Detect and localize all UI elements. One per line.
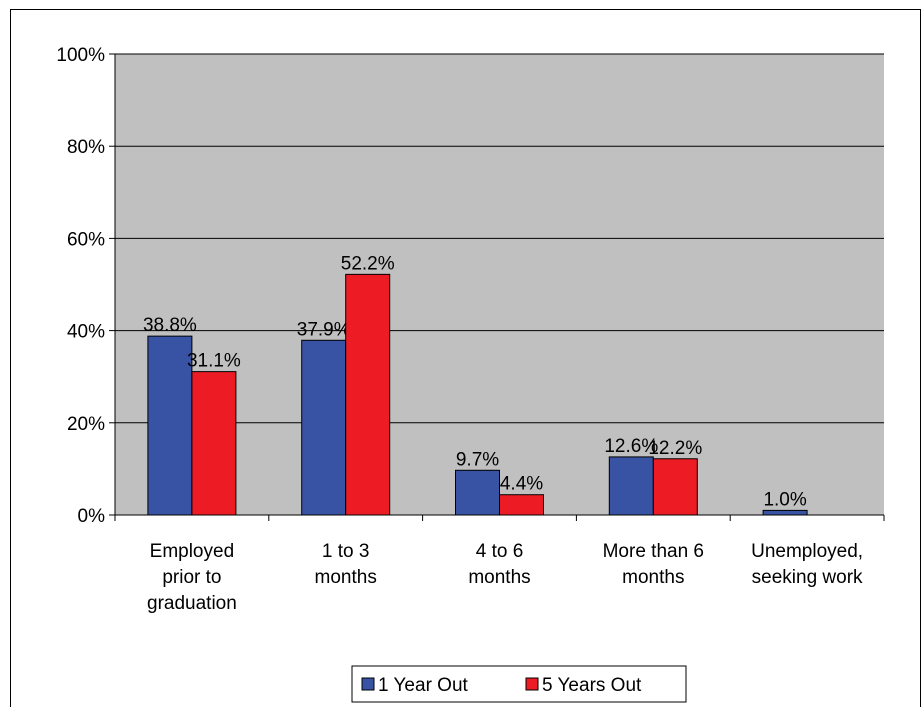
chart-frame xyxy=(10,9,921,707)
category-label-line: graduation xyxy=(147,593,237,614)
category-label-line: Employed xyxy=(150,541,235,562)
category-label-line: 4 to 6 xyxy=(476,541,524,562)
category-label: Employed prior to graduation xyxy=(147,541,237,614)
data-label: 12.6% xyxy=(604,436,658,457)
category-label: More than 6 months xyxy=(603,541,704,588)
data-label: 52.2% xyxy=(341,253,395,274)
legend xyxy=(351,665,687,703)
bar xyxy=(455,469,500,516)
category-label-line: Unemployed, xyxy=(751,541,863,562)
category-label: 4 to 6 months xyxy=(468,541,530,588)
category-label-line: 1 to 3 xyxy=(322,541,370,562)
y-tick-label: 40% xyxy=(67,322,105,343)
bar xyxy=(608,456,654,516)
data-label: 1.0% xyxy=(763,489,806,510)
category-label-line: prior to xyxy=(162,567,221,588)
data-label: 4.4% xyxy=(500,474,543,495)
category-label: Unemployed, seeking work xyxy=(751,541,863,588)
category-label: 1 to 3 months xyxy=(315,541,377,588)
data-label: 31.1% xyxy=(187,351,241,372)
bar xyxy=(499,494,544,516)
bar xyxy=(147,335,193,516)
y-tick-label: 20% xyxy=(67,414,105,435)
data-label: 38.8% xyxy=(143,315,197,336)
bar xyxy=(345,273,391,516)
bar xyxy=(762,509,808,516)
bar xyxy=(191,371,237,516)
y-tick-label: 0% xyxy=(78,506,106,527)
category-label-line: months xyxy=(468,567,530,588)
bar xyxy=(652,458,698,516)
legend-label: 5 Years Out xyxy=(542,675,642,696)
legend-label: 1 Year Out xyxy=(378,675,469,696)
data-label: 9.7% xyxy=(456,449,499,470)
plot-area xyxy=(115,54,884,515)
legend-swatch xyxy=(361,677,375,691)
category-label-line: More than 6 xyxy=(603,541,704,562)
category-label-line: months xyxy=(622,567,684,588)
bar xyxy=(301,339,347,516)
y-tick-label: 100% xyxy=(56,45,105,66)
category-label-line: seeking work xyxy=(752,567,863,588)
data-label: 12.2% xyxy=(648,438,702,459)
category-label-line: months xyxy=(315,567,377,588)
data-label: 37.9% xyxy=(297,319,351,340)
legend-swatch xyxy=(525,677,539,691)
y-tick-label: 60% xyxy=(67,229,105,250)
y-tick-label: 80% xyxy=(67,137,105,158)
